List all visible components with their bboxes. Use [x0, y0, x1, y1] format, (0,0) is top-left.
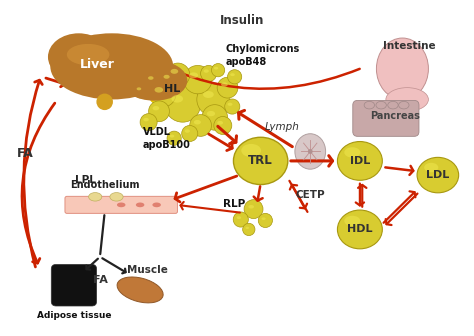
- Text: Insulin: Insulin: [219, 14, 264, 27]
- Ellipse shape: [153, 203, 161, 207]
- Ellipse shape: [380, 106, 415, 127]
- Ellipse shape: [197, 83, 230, 116]
- Ellipse shape: [295, 134, 326, 169]
- Ellipse shape: [228, 103, 232, 106]
- Ellipse shape: [399, 101, 409, 109]
- Ellipse shape: [337, 210, 383, 249]
- Ellipse shape: [164, 75, 170, 79]
- Ellipse shape: [145, 72, 162, 89]
- Ellipse shape: [166, 63, 190, 87]
- Ellipse shape: [337, 141, 383, 180]
- FancyBboxPatch shape: [65, 196, 177, 213]
- Ellipse shape: [202, 105, 228, 130]
- Text: IDL: IDL: [350, 156, 370, 166]
- Ellipse shape: [424, 163, 438, 172]
- Ellipse shape: [388, 101, 398, 109]
- Ellipse shape: [134, 84, 148, 98]
- Ellipse shape: [89, 193, 102, 201]
- Ellipse shape: [155, 87, 163, 93]
- Ellipse shape: [172, 95, 183, 102]
- Ellipse shape: [203, 91, 214, 98]
- Ellipse shape: [117, 277, 163, 303]
- Ellipse shape: [204, 69, 209, 73]
- Text: Chylomicrons
apoB48: Chylomicrons apoB48: [225, 44, 300, 67]
- Text: FA: FA: [17, 147, 34, 160]
- Text: HDL: HDL: [347, 224, 373, 235]
- Ellipse shape: [233, 212, 248, 227]
- Ellipse shape: [153, 106, 159, 110]
- Text: FA: FA: [92, 276, 108, 286]
- Text: TRL: TRL: [248, 155, 273, 167]
- Ellipse shape: [143, 118, 149, 121]
- Ellipse shape: [243, 223, 255, 236]
- Ellipse shape: [148, 76, 154, 80]
- Ellipse shape: [386, 88, 428, 111]
- Text: Endothelium: Endothelium: [70, 180, 139, 190]
- Text: CETP: CETP: [295, 190, 325, 200]
- Ellipse shape: [121, 60, 187, 101]
- Ellipse shape: [234, 137, 288, 184]
- Ellipse shape: [225, 99, 240, 114]
- Ellipse shape: [376, 38, 428, 99]
- Text: VLDL
apoB100: VLDL apoB100: [143, 127, 191, 150]
- Ellipse shape: [221, 82, 228, 87]
- Ellipse shape: [182, 125, 198, 141]
- Ellipse shape: [190, 115, 211, 136]
- FancyBboxPatch shape: [353, 100, 419, 136]
- Text: Intestine: Intestine: [383, 41, 436, 51]
- Ellipse shape: [149, 101, 169, 122]
- Text: LPL: LPL: [75, 175, 96, 185]
- Ellipse shape: [244, 200, 263, 219]
- Ellipse shape: [189, 72, 198, 78]
- Ellipse shape: [262, 217, 266, 220]
- Ellipse shape: [48, 33, 109, 81]
- Ellipse shape: [237, 216, 241, 219]
- Ellipse shape: [170, 135, 174, 137]
- Ellipse shape: [214, 117, 232, 134]
- Ellipse shape: [201, 66, 217, 82]
- Ellipse shape: [185, 129, 190, 133]
- Text: LDL: LDL: [426, 170, 449, 180]
- Ellipse shape: [344, 147, 360, 158]
- Ellipse shape: [117, 203, 126, 207]
- Ellipse shape: [230, 73, 235, 76]
- Ellipse shape: [214, 67, 218, 70]
- Ellipse shape: [194, 120, 201, 124]
- Ellipse shape: [50, 33, 173, 99]
- Ellipse shape: [344, 216, 360, 226]
- Text: Pancreas: Pancreas: [370, 111, 420, 121]
- Text: RLP: RLP: [223, 199, 245, 209]
- Ellipse shape: [417, 157, 459, 193]
- Ellipse shape: [217, 77, 238, 98]
- Ellipse shape: [67, 44, 109, 65]
- Ellipse shape: [140, 114, 157, 131]
- Ellipse shape: [207, 111, 215, 116]
- Text: HL: HL: [164, 84, 180, 94]
- Text: Lymph: Lymph: [264, 122, 300, 132]
- Text: Muscle: Muscle: [127, 265, 168, 275]
- Ellipse shape: [211, 64, 225, 77]
- Ellipse shape: [308, 149, 313, 154]
- Ellipse shape: [246, 227, 249, 229]
- Ellipse shape: [171, 69, 178, 74]
- Text: Adipose tissue: Adipose tissue: [36, 311, 111, 320]
- Ellipse shape: [160, 70, 179, 89]
- FancyBboxPatch shape: [51, 264, 97, 306]
- Ellipse shape: [376, 101, 386, 109]
- Ellipse shape: [164, 86, 201, 122]
- Ellipse shape: [364, 101, 374, 109]
- Text: Liver: Liver: [80, 57, 115, 71]
- Ellipse shape: [167, 131, 181, 145]
- Ellipse shape: [137, 87, 141, 90]
- Ellipse shape: [183, 66, 212, 94]
- Ellipse shape: [248, 205, 254, 209]
- Ellipse shape: [228, 70, 242, 84]
- Ellipse shape: [136, 203, 145, 207]
- Ellipse shape: [258, 213, 273, 227]
- Ellipse shape: [96, 93, 113, 110]
- Ellipse shape: [241, 144, 261, 157]
- Ellipse shape: [217, 121, 223, 125]
- Ellipse shape: [110, 193, 123, 201]
- Ellipse shape: [150, 81, 176, 107]
